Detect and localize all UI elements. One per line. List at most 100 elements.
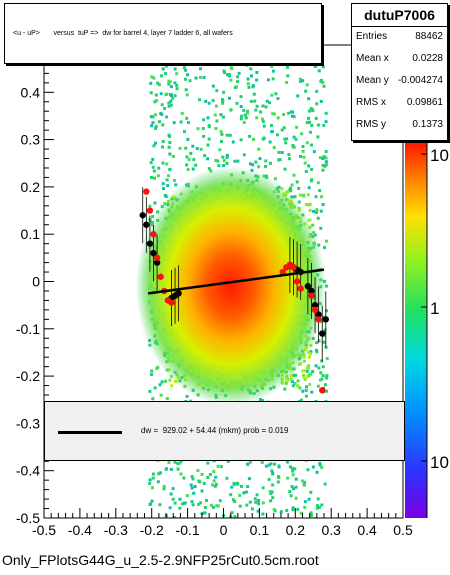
density-cell <box>203 506 207 510</box>
density-cell <box>246 462 250 466</box>
density-cell <box>318 378 322 382</box>
density-cell <box>233 159 237 163</box>
density-cell <box>298 79 302 83</box>
density-cell <box>304 389 308 393</box>
density-cell <box>151 157 155 161</box>
density-cell <box>185 494 189 498</box>
density-cell <box>306 468 310 472</box>
density-cell <box>290 183 294 187</box>
density-cell <box>169 85 173 89</box>
density-cell <box>161 123 165 127</box>
density-cell <box>216 464 220 468</box>
density-cell <box>316 123 320 127</box>
density-cell <box>302 194 306 198</box>
density-cell <box>217 164 221 168</box>
density-cell <box>309 179 313 183</box>
density-cell <box>246 109 250 113</box>
density-cell <box>304 385 308 389</box>
density-cell <box>175 83 179 87</box>
density-cell <box>319 99 323 103</box>
density-cell <box>233 515 237 518</box>
density-cell <box>164 467 168 471</box>
fit-legend-label: dw = 929.02 + 54.44 (mkm) prob = 0.019 <box>141 426 289 435</box>
density-cell <box>291 473 295 477</box>
density-cell <box>301 79 305 83</box>
density-cell <box>168 378 172 382</box>
density-cell <box>190 500 194 504</box>
density-cell <box>319 195 323 199</box>
density-cell <box>171 155 175 159</box>
density-cell <box>316 181 320 185</box>
density-cell <box>308 208 312 212</box>
density-cell <box>165 115 169 119</box>
density-cell <box>162 484 166 488</box>
density-cell <box>271 472 275 476</box>
density-cell <box>267 463 271 467</box>
density-cell <box>167 460 171 464</box>
density-cell <box>321 203 325 207</box>
density-cell <box>311 370 315 374</box>
density-cell <box>202 75 206 79</box>
density-cell <box>190 486 194 490</box>
density-cell <box>310 123 314 127</box>
density-cell <box>304 394 308 398</box>
density-cell <box>151 115 155 119</box>
density-cell <box>315 350 319 354</box>
density-cell <box>307 116 311 120</box>
density-cell <box>176 461 180 465</box>
density-cell <box>150 75 154 79</box>
density-cell <box>184 146 188 150</box>
density-cell <box>214 475 218 479</box>
density-cell <box>161 67 165 71</box>
density-cell <box>149 91 153 95</box>
density-cell <box>309 143 313 147</box>
profile-point-black <box>304 283 312 290</box>
density-cell <box>299 154 303 158</box>
density-cell <box>194 76 198 80</box>
density-cell <box>242 108 246 112</box>
density-cell <box>255 116 259 120</box>
density-cell <box>244 116 248 120</box>
density-cell <box>168 80 172 84</box>
density-cell <box>184 88 188 92</box>
density-cell <box>311 109 315 113</box>
density-cell <box>307 497 311 501</box>
density-cell <box>206 157 210 161</box>
x-tick-label: -0.2 <box>140 522 164 538</box>
density-cell <box>196 502 200 506</box>
density-cell <box>314 364 318 368</box>
density-cell <box>159 74 163 78</box>
density-cell <box>311 223 315 227</box>
stats-row-rms-x: RMS x 0.09861 <box>356 92 443 114</box>
colorbar-label-bottom: 10 <box>430 453 449 472</box>
density-cell <box>301 479 305 483</box>
density-cell <box>253 99 257 103</box>
title-box: <u - uP> versus tuP => dw for barrel 4, … <box>4 3 322 64</box>
profile-point-black <box>153 259 161 266</box>
density-cell <box>221 115 225 119</box>
density-cell <box>247 85 251 89</box>
density-cell <box>315 89 319 93</box>
density-cell <box>303 480 307 484</box>
density-cell <box>185 93 189 97</box>
density-cell <box>158 471 162 475</box>
density-cell <box>170 384 174 388</box>
profile-point-red <box>308 292 315 299</box>
density-cell <box>264 159 268 163</box>
x-tick-label: 0 <box>220 522 228 538</box>
density-cell <box>171 497 175 501</box>
density-cell <box>202 134 206 138</box>
density-cell <box>289 494 293 498</box>
density-cell <box>202 118 206 122</box>
density-cell <box>215 89 219 93</box>
density-cell <box>206 116 210 120</box>
density-cell <box>212 469 216 473</box>
density-cell <box>222 69 226 73</box>
density-cell <box>235 481 239 485</box>
density-cell <box>272 508 276 512</box>
density-cell <box>200 489 204 493</box>
density-cell <box>325 309 329 313</box>
density-cell <box>291 508 295 512</box>
density-cell <box>166 184 170 188</box>
density-cell <box>151 397 155 401</box>
